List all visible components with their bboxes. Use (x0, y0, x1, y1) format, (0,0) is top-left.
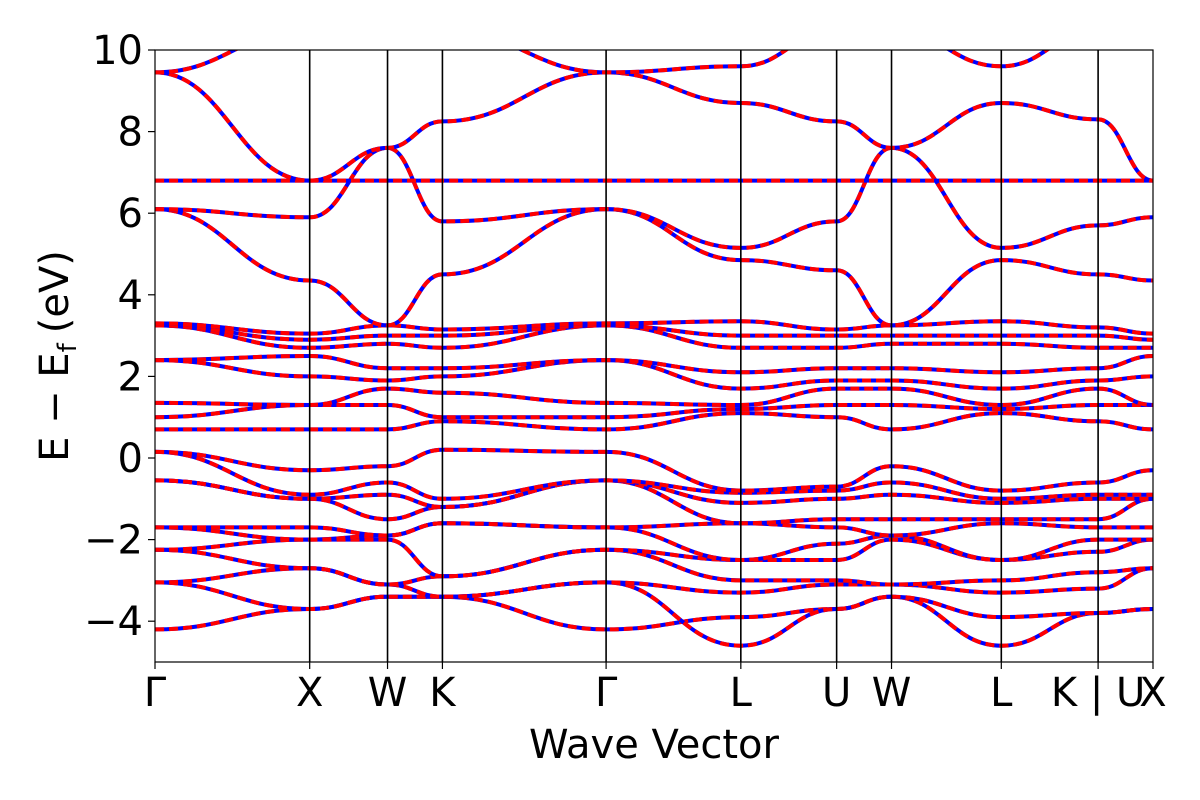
y-tick-label: 2 (118, 354, 143, 400)
y-tick-label: 8 (118, 110, 143, 156)
y-tick-label: 10 (92, 28, 143, 74)
y-tick-label: −2 (84, 518, 143, 564)
band-line-red (155, 353, 1153, 375)
y-axis-title-main: E − E (32, 352, 78, 462)
band-line-red (155, 478, 1153, 510)
band-line-red (155, 478, 1153, 526)
y-axis-title-unit: (eV) (32, 250, 78, 333)
x-tick-label: K (429, 670, 457, 716)
x-tick-label: Γ (595, 670, 618, 716)
kpoint-lines (308, 50, 1099, 662)
bands-layer (155, 50, 1153, 648)
plot-frame (154, 49, 1154, 663)
x-tick-label: X (1139, 670, 1166, 716)
y-axis-title: E − Ef (eV) (32, 250, 83, 462)
y-tick-label: 4 (118, 273, 143, 319)
svg-text:E − Ef(eV): E − Ef (eV) (32, 250, 83, 462)
x-tick-label: W (872, 670, 912, 716)
band-line-red (155, 521, 1153, 563)
band-line-red (155, 319, 1153, 336)
x-tick-label: Γ (144, 670, 167, 716)
y-axis-title-sub: f (53, 342, 83, 352)
y-axis: −4 −2 0 2 4 6 8 10 (84, 28, 155, 645)
x-tick-label: U (822, 670, 851, 716)
band-line-red (155, 447, 1153, 493)
x-tick-label: W (368, 670, 408, 716)
band-line-red (155, 566, 1153, 599)
band-line-red (155, 70, 1153, 183)
y-tick-label: 6 (118, 191, 143, 237)
band-line-red (155, 358, 1153, 391)
x-tick-label: L (990, 670, 1013, 716)
y-tick-label: 0 (118, 436, 143, 482)
band-line-red (155, 323, 1153, 350)
x-axis-title: Wave Vector (529, 722, 780, 768)
x-tick-label: K | U (1051, 670, 1145, 716)
band-line-red (155, 547, 1153, 587)
y-tick-label: −4 (84, 599, 143, 645)
x-tick-label: L (730, 670, 753, 716)
band-line-red (155, 386, 1153, 408)
band-line-red (155, 50, 1051, 75)
band-line-red (155, 411, 1153, 432)
band-line-red (155, 521, 1153, 538)
band-line-red (155, 402, 1153, 420)
x-tick-label: X (296, 670, 323, 716)
band-line-red (155, 323, 1153, 342)
